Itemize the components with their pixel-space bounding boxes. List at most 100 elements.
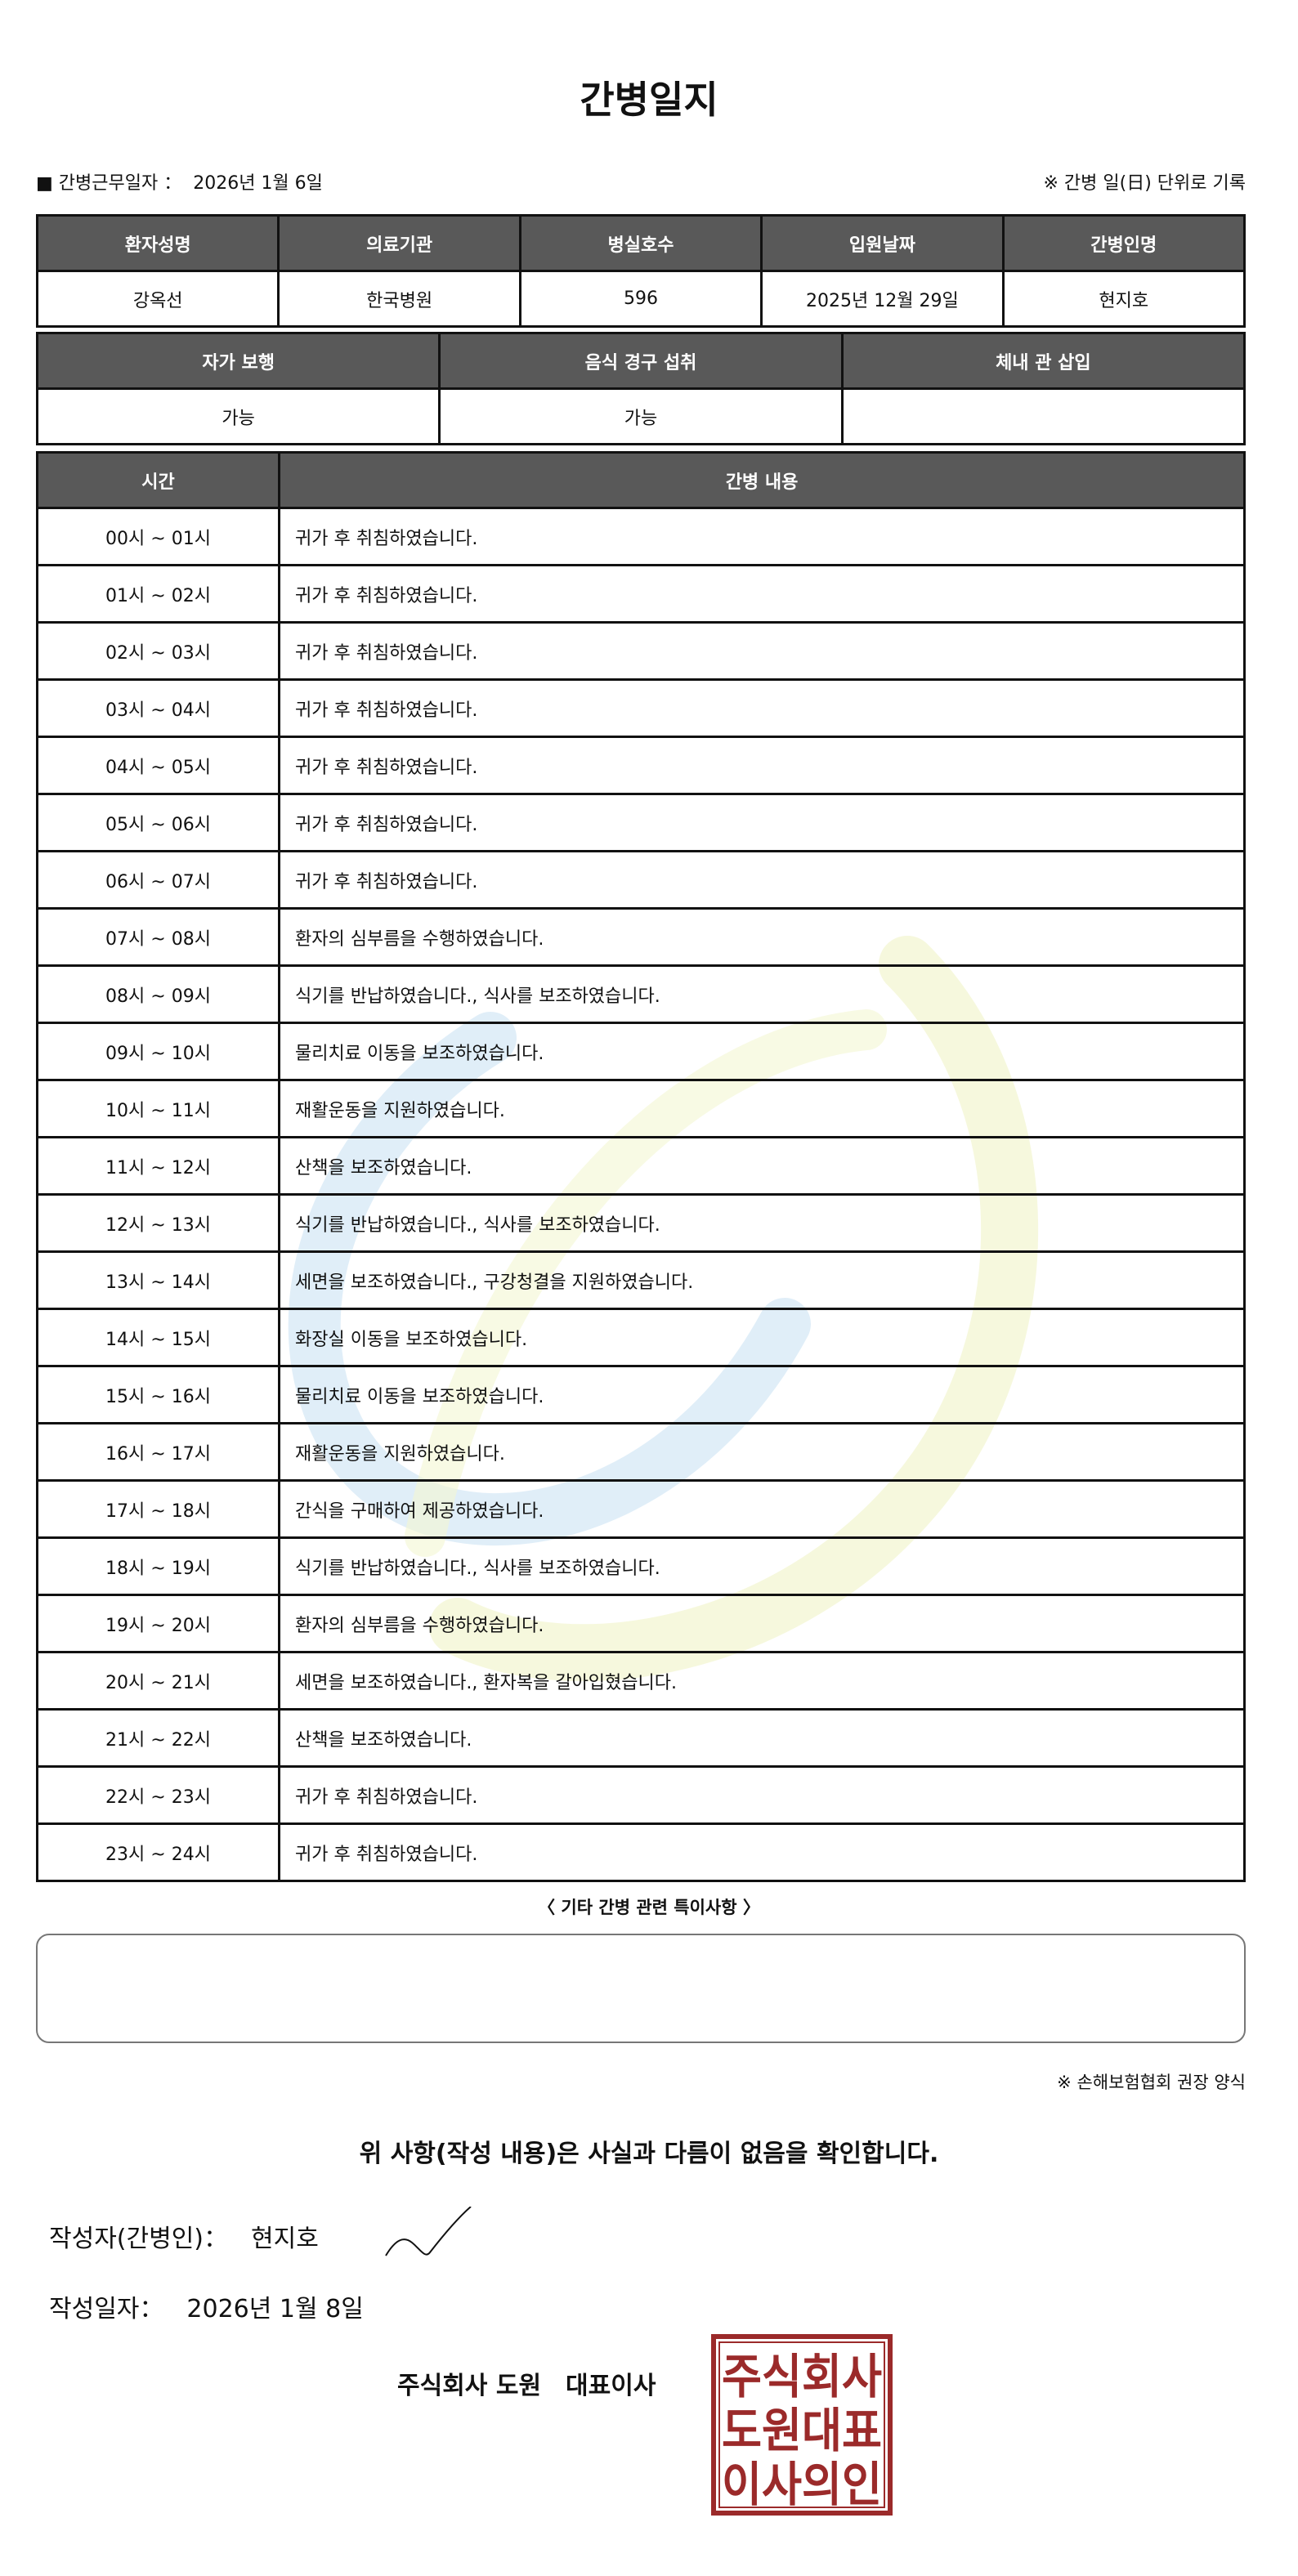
care-log-table: 시간 간병 내용 00시 ~ 01시 귀가 후 취침하였습니다. 01시 ~ 02시 귀… [36, 451, 1246, 1882]
content-cell: 세면을 보조하였습니다., 환자복을 갈아입혔습니다. [278, 1651, 1246, 1711]
content-cell: 귀가 후 취침하였습니다. [278, 793, 1246, 852]
time-cell: 04시 ~ 05시 [36, 736, 280, 795]
time-cell: 23시 ~ 24시 [36, 1822, 280, 1882]
time-cell: 09시 ~ 10시 [36, 1022, 280, 1081]
table-row: 15시 ~ 16시 물리치료 이동을 보조하였습니다. [36, 1365, 1246, 1424]
table-row: 13시 ~ 14시 세면을 보조하였습니다., 구강청결을 지원하였습니다. [36, 1250, 1246, 1310]
content-cell: 귀가 후 취침하였습니다. [278, 564, 1246, 624]
info-value: 596 [518, 270, 763, 328]
confirmation-statement: 위 사항(작성 내용)은 사실과 다름이 없음을 확인합니다. [359, 2140, 939, 2168]
form-source-note: ※ 손해보험협회 권장 양식 [1057, 2073, 1246, 2092]
table-row: 21시 ~ 22시 산책을 보조하였습니다. [36, 1708, 1246, 1768]
status-value: 가능 [35, 387, 441, 445]
status-value: 가능 [438, 387, 844, 445]
time-cell: 03시 ~ 04시 [36, 678, 280, 738]
table-row: 03시 ~ 04시 귀가 후 취침하였습니다. [36, 678, 1246, 738]
table-row: 05시 ~ 06시 귀가 후 취침하였습니다. [36, 793, 1246, 852]
writer-name: 현지호 [251, 2225, 319, 2253]
table-row: 09시 ~ 10시 물리치료 이동을 보조하였습니다. [36, 1022, 1246, 1081]
time-cell: 01시 ~ 02시 [36, 564, 280, 624]
content-cell: 재활운동을 지원하였습니다. [278, 1079, 1246, 1138]
svg-text:이사의인: 이사의인 [722, 2457, 882, 2512]
content-cell: 산책을 보조하였습니다. [278, 1136, 1246, 1196]
written-date-label: 작성일자： [49, 2295, 164, 2323]
time-cell: 19시 ~ 20시 [36, 1594, 280, 1653]
writer-line: 작성자(간병인)： 현지호 [49, 2218, 319, 2254]
info-value: 한국병원 [277, 270, 521, 328]
table-row: 10시 ~ 11시 재활운동을 지원하였습니다. [36, 1079, 1246, 1138]
time-cell: 11시 ~ 12시 [36, 1136, 280, 1196]
time-cell: 21시 ~ 22시 [36, 1708, 280, 1768]
table-row: 19시 ~ 20시 환자의 심부름을 수행하였습니다. [36, 1594, 1246, 1653]
content-cell: 귀가 후 취침하였습니다. [278, 1822, 1246, 1882]
handwritten-signature [385, 2207, 472, 2256]
time-cell: 14시 ~ 15시 [36, 1308, 280, 1367]
time-cell: 15시 ~ 16시 [36, 1365, 280, 1424]
company-seal-stamp: 주식회사 도원대표 이사의인 [711, 2334, 893, 2516]
table-row: 02시 ~ 03시 귀가 후 취침하였습니다. [36, 621, 1246, 681]
header-content: 간병 내용 [278, 451, 1246, 509]
content-cell: 식기를 반납하였습니다., 식사를 보조하였습니다. [278, 964, 1246, 1024]
header-time: 시간 [36, 451, 280, 509]
info-value: 2025년 12월 29일 [760, 270, 1005, 328]
table-row: 23시 ~ 24시 귀가 후 취침하였습니다. [36, 1822, 1246, 1882]
content-cell: 세면을 보조하였습니다., 구강청결을 지원하였습니다. [278, 1250, 1246, 1310]
content-cell: 귀가 후 취침하였습니다. [278, 678, 1246, 738]
table-row: 00시 ~ 01시 귀가 후 취침하였습니다. [36, 507, 1246, 566]
status-header: 음식 경구 섭취 [438, 332, 844, 390]
table-row: 18시 ~ 19시 식기를 반납하였습니다., 식사를 보조하였습니다. [36, 1536, 1246, 1596]
time-cell: 02시 ~ 03시 [36, 621, 280, 681]
time-cell: 10시 ~ 11시 [36, 1079, 280, 1138]
page-title: 간병일지 [580, 78, 718, 122]
writer-label: 작성자(간병인)： [49, 2225, 229, 2253]
patient-info-table: 환자성명 의료기관 병실호수 입원날짜 간병인명 강옥선 한국병원 596 2025년 12월 … [35, 214, 1247, 328]
written-date-line: 작성일자： 2026년 1월 8일 [49, 2288, 364, 2324]
content-cell: 귀가 후 취침하였습니다. [278, 736, 1246, 795]
table-row: 12시 ~ 13시 식기를 반납하였습니다., 식사를 보조하였습니다. [36, 1193, 1246, 1253]
status-header: 체내 관 삽입 [840, 332, 1247, 390]
content-cell: 식기를 반납하였습니다., 식사를 보조하였습니다. [278, 1193, 1246, 1253]
content-cell: 환자의 심부름을 수행하였습니다. [278, 1594, 1246, 1653]
patient-status-table: 자가 보행 음식 경구 섭취 체내 관 삽입 가능 가능 [35, 332, 1247, 445]
table-row: 01시 ~ 02시 귀가 후 취침하였습니다. [36, 564, 1246, 624]
info-header: 환자성명 [35, 214, 280, 272]
content-cell: 화장실 이동을 보조하였습니다. [278, 1308, 1246, 1367]
content-cell: 귀가 후 취침하였습니다. [278, 507, 1246, 566]
work-date: ■ 간병근무일자 ： 2026년 1월 6일 [36, 168, 323, 195]
info-value: 현지호 [1001, 270, 1247, 328]
table-row: 11시 ~ 12시 산책을 보조하였습니다. [36, 1136, 1246, 1196]
content-cell: 귀가 후 취침하였습니다. [278, 850, 1246, 910]
table-row: 08시 ~ 09시 식기를 반납하였습니다., 식사를 보조하였습니다. [36, 964, 1246, 1024]
info-header: 간병인명 [1001, 214, 1247, 272]
table-row: 20시 ~ 21시 세면을 보조하였습니다., 환자복을 갈아입혔습니다. [36, 1651, 1246, 1711]
time-cell: 22시 ~ 23시 [36, 1765, 280, 1825]
content-cell: 물리치료 이동을 보조하였습니다. [278, 1022, 1246, 1081]
time-cell: 08시 ~ 09시 [36, 964, 280, 1024]
company-name: 주식회사 도원 [397, 2372, 542, 2400]
status-value [840, 387, 1247, 445]
time-cell: 13시 ~ 14시 [36, 1250, 280, 1310]
time-cell: 05시 ~ 06시 [36, 793, 280, 852]
company-signature: 주식회사 도원 대표이사 [397, 2365, 656, 2401]
content-cell: 귀가 후 취침하였습니다. [278, 1765, 1246, 1825]
special-notes-box[interactable] [36, 1934, 1246, 2043]
content-cell: 귀가 후 취침하였습니다. [278, 621, 1246, 681]
record-unit-note: ※ 간병 일(日) 단위로 기록 [1043, 173, 1247, 194]
time-cell: 07시 ~ 08시 [36, 907, 280, 967]
content-cell: 간식을 구매하여 제공하였습니다. [278, 1479, 1246, 1539]
company-title: 대표이사 [566, 2372, 656, 2400]
content-cell: 물리치료 이동을 보조하였습니다. [278, 1365, 1246, 1424]
content-cell: 재활운동을 지원하였습니다. [278, 1422, 1246, 1482]
written-date-value: 2026년 1월 8일 [186, 2295, 364, 2323]
time-cell: 16시 ~ 17시 [36, 1422, 280, 1482]
svg-text:주식회사: 주식회사 [722, 2349, 882, 2404]
work-date-label: ■ 간병근무일자 ： [36, 173, 182, 194]
content-cell: 환자의 심부름을 수행하였습니다. [278, 907, 1246, 967]
info-header: 입원날짜 [760, 214, 1005, 272]
time-cell: 17시 ~ 18시 [36, 1479, 280, 1539]
time-cell: 06시 ~ 07시 [36, 850, 280, 910]
info-header: 의료기관 [277, 214, 521, 272]
table-row: 14시 ~ 15시 화장실 이동을 보조하였습니다. [36, 1308, 1246, 1367]
table-row: 04시 ~ 05시 귀가 후 취침하였습니다. [36, 736, 1246, 795]
table-row: 16시 ~ 17시 재활운동을 지원하였습니다. [36, 1422, 1246, 1482]
